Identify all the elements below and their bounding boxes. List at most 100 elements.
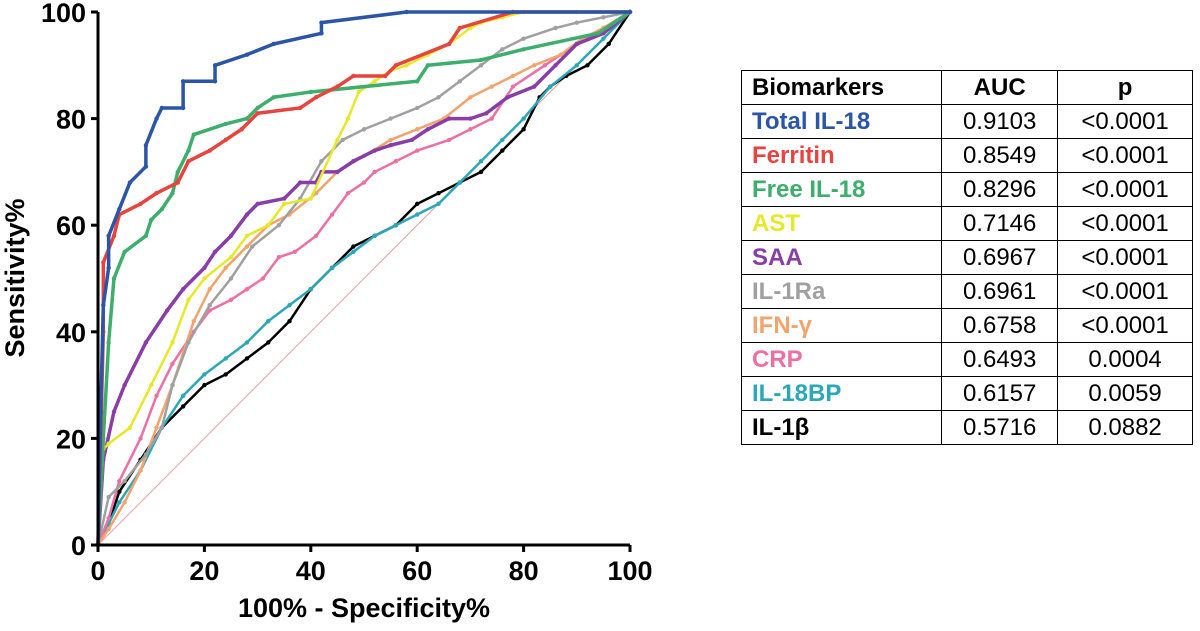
data-point <box>393 159 399 164</box>
data-point <box>574 41 579 47</box>
data-point <box>244 286 250 292</box>
data-point <box>180 393 186 398</box>
data-point <box>170 361 175 366</box>
data-point <box>186 297 191 303</box>
data-point <box>223 265 228 271</box>
data-point <box>521 36 526 41</box>
data-point <box>282 196 287 201</box>
data-point <box>585 63 590 68</box>
data-point <box>308 286 313 292</box>
data-point <box>244 356 250 361</box>
data-point <box>228 276 234 281</box>
reference-diagonal <box>97 11 631 546</box>
data-point <box>212 249 218 255</box>
data-point <box>149 217 154 223</box>
data-point <box>244 52 250 57</box>
data-point <box>202 372 207 377</box>
table-row: AST 0.7146 <0.0001 <box>740 206 1193 241</box>
data-point <box>191 318 196 324</box>
data-point <box>223 356 228 361</box>
data-point <box>500 137 505 143</box>
data-point <box>255 201 260 207</box>
data-point <box>180 404 186 409</box>
data-point <box>138 436 143 441</box>
header-biomarkers: Biomarkers <box>740 70 943 105</box>
biomarker-name: IL-18BP <box>740 376 943 411</box>
data-point <box>111 409 117 414</box>
auc-value: 0.8296 <box>941 172 1059 207</box>
data-point <box>106 233 111 239</box>
data-point <box>266 340 271 345</box>
p-value: <0.0001 <box>1057 240 1193 275</box>
data-point <box>287 302 292 308</box>
y-tick-label: 40 <box>56 318 86 348</box>
data-point <box>383 73 388 79</box>
biomarker-name: Free IL-18 <box>740 172 943 207</box>
x-tick-label: 80 <box>509 556 539 586</box>
data-point <box>138 468 143 473</box>
data-point <box>223 137 228 143</box>
data-point <box>478 63 484 68</box>
data-point <box>207 302 212 308</box>
series-total-il-18 <box>95 9 633 548</box>
table-row: SAA 0.6967 <0.0001 <box>740 240 1193 275</box>
data-point <box>319 20 324 25</box>
data-point <box>532 63 537 68</box>
series-line <box>96 11 631 546</box>
data-point <box>489 84 494 89</box>
data-point <box>170 340 175 345</box>
auc-value: 0.5716 <box>941 410 1059 445</box>
header-auc: AUC <box>941 70 1059 105</box>
data-point <box>361 180 367 185</box>
data-point <box>361 127 367 132</box>
data-point <box>425 63 431 68</box>
data-point <box>335 169 340 175</box>
data-point <box>627 9 633 15</box>
data-point <box>468 116 473 121</box>
data-point <box>446 137 452 143</box>
data-point <box>425 127 431 132</box>
data-point <box>106 516 111 521</box>
data-point <box>388 116 393 121</box>
data-point <box>372 233 377 239</box>
x-tick-label: 0 <box>90 556 105 586</box>
data-point <box>143 452 149 457</box>
y-tick-label: 80 <box>56 105 86 135</box>
data-point <box>404 9 409 15</box>
p-value: <0.0001 <box>1057 104 1193 139</box>
data-point <box>415 201 420 207</box>
table-row: IFN-γ 0.6758 <0.0001 <box>740 308 1193 343</box>
data-point <box>351 73 356 79</box>
y-axis-title: Sensitivity% <box>0 198 30 357</box>
data-point <box>521 127 526 132</box>
auc-value: 0.8549 <box>941 138 1059 173</box>
data-point <box>138 201 143 207</box>
data-point <box>260 276 266 281</box>
data-point <box>122 382 127 388</box>
data-point <box>601 15 606 20</box>
data-point <box>500 47 505 52</box>
data-point <box>276 254 282 260</box>
p-value: <0.0001 <box>1057 308 1193 343</box>
data-point <box>606 41 611 47</box>
data-point <box>223 121 228 127</box>
data-point <box>478 169 484 175</box>
biomarker-name: AST <box>740 206 943 241</box>
p-value: <0.0001 <box>1057 138 1193 173</box>
biomarker-name: IL-1β <box>740 410 943 445</box>
data-point <box>106 340 111 345</box>
data-point <box>553 25 558 31</box>
data-point <box>207 286 212 292</box>
table-row: CRP 0.6493 0.0004 <box>740 342 1193 377</box>
x-tick-label: 60 <box>402 556 432 586</box>
data-point <box>457 180 462 185</box>
roc-chart: 0 20 40 60 80 100 0 20 40 60 80 100 100% - Specific… <box>0 0 653 623</box>
data-point <box>212 63 218 68</box>
data-point <box>500 148 505 153</box>
data-point <box>457 25 462 31</box>
data-point <box>510 84 516 89</box>
data-point <box>106 494 111 500</box>
data-point <box>255 111 260 116</box>
data-point <box>415 212 420 217</box>
data-point <box>329 212 335 217</box>
